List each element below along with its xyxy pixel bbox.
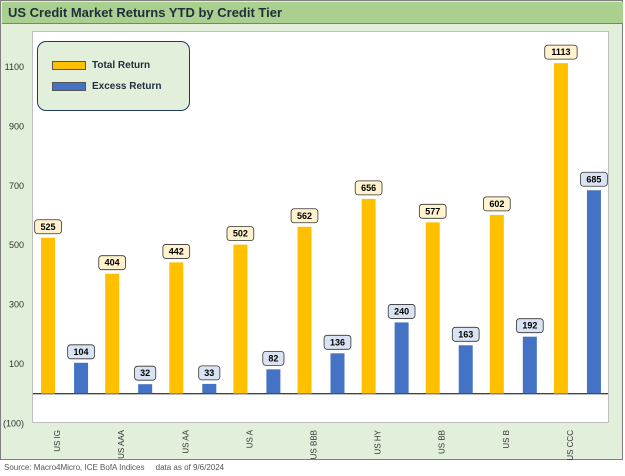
- data-label: 685: [586, 174, 601, 184]
- data-label: 104: [74, 347, 89, 357]
- data-label: 562: [297, 211, 312, 221]
- bar-excess-return: [138, 384, 153, 394]
- bar-total-return: [553, 63, 568, 394]
- data-label-box: [226, 226, 255, 242]
- data-label-box: [483, 196, 511, 212]
- legend-swatch-total-return: [52, 60, 86, 70]
- data-label: 577: [425, 206, 440, 216]
- data-label-box: [387, 304, 416, 319]
- data-label-box: [451, 326, 480, 342]
- bar-total-return: [41, 237, 56, 394]
- data-label-box: [198, 365, 221, 381]
- legend-item-excess-return: Excess Return: [52, 79, 161, 93]
- bar-total-return: [361, 198, 376, 394]
- bar-total-return: [489, 214, 504, 394]
- y-tick-label: 500: [9, 240, 24, 250]
- legend-label-excess-return: Excess Return: [92, 80, 162, 92]
- legend-item-total-return: Total Return: [52, 58, 150, 72]
- legend-swatch-excess-return: [52, 81, 86, 91]
- data-label-box: [34, 219, 62, 235]
- y-tick-label: 1100: [5, 62, 24, 72]
- title-bar: US Credit Market Returns YTD by Credit T…: [2, 2, 623, 24]
- bar-total-return: [169, 262, 184, 394]
- bar-total-return: [105, 273, 120, 394]
- data-label: 192: [522, 321, 537, 331]
- x-category-label: US AA: [181, 429, 190, 453]
- data-label: 32: [140, 368, 150, 378]
- data-label-box: [418, 203, 447, 219]
- y-tick-label: (100): [3, 418, 24, 428]
- y-tick-label: 100: [9, 359, 24, 369]
- x-category-label: US AAA: [117, 429, 126, 459]
- x-category-label: US B: [502, 430, 511, 449]
- data-label-box: [290, 208, 319, 224]
- data-label-box: [134, 365, 157, 381]
- data-label: 525: [41, 222, 56, 232]
- bar-excess-return: [394, 322, 409, 394]
- data-label: 240: [394, 306, 409, 316]
- bar-excess-return: [74, 362, 89, 394]
- data-label-box: [580, 171, 608, 187]
- data-label-box: [98, 255, 126, 271]
- x-category-label: US BB: [438, 430, 447, 454]
- x-category-label: US BBB: [310, 430, 319, 459]
- bar-excess-return: [266, 369, 281, 394]
- data-label-box: [162, 244, 191, 259]
- x-category-label: US CCC: [566, 430, 575, 461]
- legend: Total Return Excess Return: [37, 41, 190, 111]
- data-label: 82: [268, 353, 278, 363]
- data-label-box: [262, 350, 285, 366]
- data-label-box: [67, 344, 95, 360]
- data-label-box: [323, 334, 352, 350]
- bar-total-return: [297, 226, 312, 394]
- y-tick-label: 900: [9, 121, 24, 131]
- legend-label-total-return: Total Return: [92, 59, 151, 71]
- data-label: 656: [361, 183, 376, 193]
- bar-excess-return: [202, 383, 217, 394]
- data-label-box: [516, 318, 544, 334]
- y-tick-label: 300: [9, 300, 24, 310]
- data-label: 502: [233, 229, 248, 239]
- data-label: 163: [458, 329, 473, 339]
- bar-total-return: [425, 222, 440, 394]
- data-label: 442: [169, 246, 184, 256]
- x-category-label: US HY: [374, 429, 383, 454]
- chart-title: US Credit Market Returns YTD by Credit T…: [8, 5, 283, 20]
- y-tick-label: 700: [9, 181, 24, 191]
- bar-excess-return: [330, 353, 345, 394]
- data-label-box: [354, 180, 383, 196]
- bar-excess-return: [586, 190, 601, 394]
- data-label: 136: [330, 337, 345, 347]
- data-label: 1113: [551, 47, 570, 57]
- x-category-label: US A: [245, 429, 254, 448]
- data-label: 33: [204, 368, 214, 378]
- bar-excess-return: [522, 336, 537, 394]
- data-label: 404: [105, 258, 120, 268]
- plot-area: [32, 31, 609, 423]
- data-label-box: [544, 44, 578, 60]
- data-label: 602: [489, 199, 504, 209]
- bar-total-return: [233, 244, 248, 394]
- bar-excess-return: [458, 345, 473, 394]
- x-category-label: US IG: [53, 430, 62, 452]
- source-note: Source: Macro4Micro, ICE BofA Indices da…: [4, 463, 225, 472]
